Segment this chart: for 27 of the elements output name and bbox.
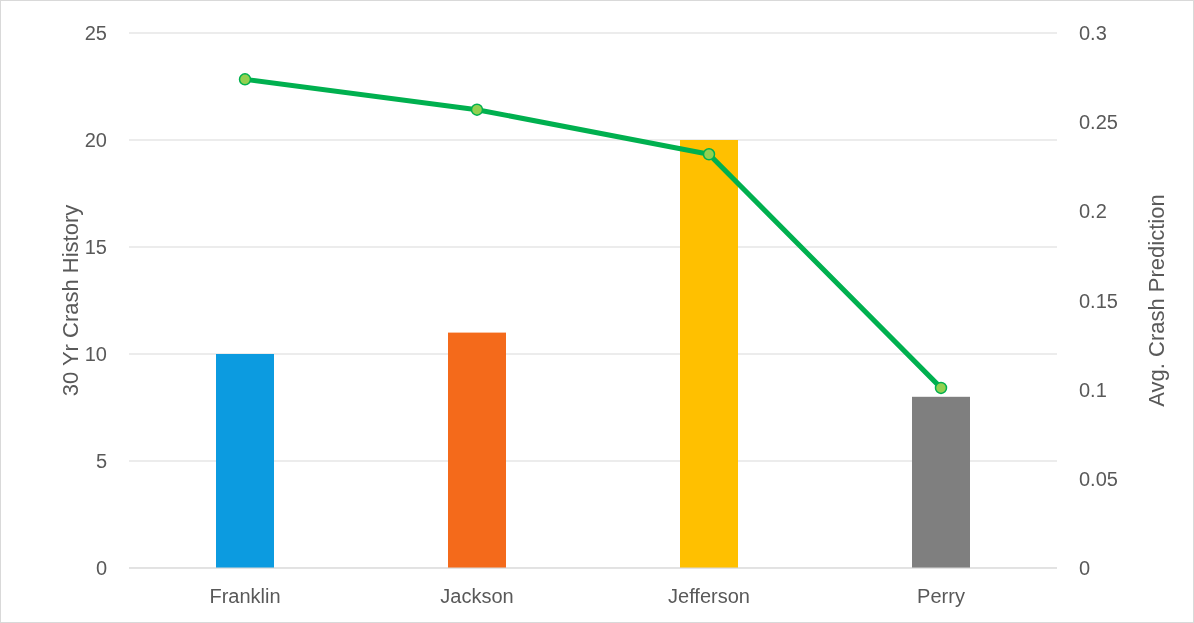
- y2-tick-label: 0.15: [1079, 289, 1118, 312]
- y-tick-label: 15: [84, 236, 107, 258]
- y2-tick-label: 0.3: [1079, 22, 1107, 44]
- y2-tick-label: 0: [1079, 557, 1091, 579]
- y-tick-label: 5: [95, 450, 107, 472]
- point: [934, 381, 948, 395]
- point: [702, 148, 716, 161]
- point: [238, 73, 252, 86]
- y-tick-label: 20: [84, 129, 107, 151]
- bar: [216, 354, 274, 568]
- point: [470, 103, 484, 116]
- y-tick-label: 25: [84, 22, 107, 44]
- y2-tick-label: 0.2: [1079, 200, 1107, 223]
- x-tick-label: Perry: [917, 585, 965, 607]
- y2-tick-label: 0.05: [1079, 467, 1118, 490]
- bar: [448, 332, 506, 568]
- y-axis-title: 30 Yr Crash History: [57, 204, 83, 397]
- y2-tick-label: 0.25: [1079, 111, 1118, 134]
- y-tick-label: 0: [95, 557, 107, 579]
- y2-axis-title: Avg. Crash Prediction: [1143, 194, 1169, 407]
- bar: [680, 140, 738, 568]
- x-tick-label: Jefferson: [668, 585, 750, 607]
- x-tick-label: Franklin: [209, 585, 281, 607]
- y2-tick-label: 0.1: [1079, 378, 1107, 401]
- x-tick-label: Jackson: [440, 585, 514, 607]
- y-tick-label: 10: [84, 343, 107, 365]
- bar: [912, 396, 970, 568]
